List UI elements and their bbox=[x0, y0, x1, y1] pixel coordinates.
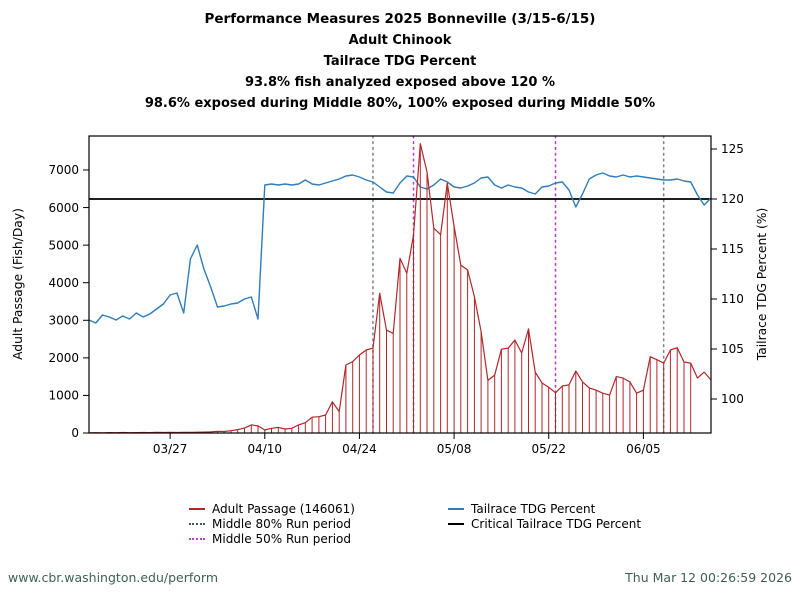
left-tick-label: 0 bbox=[71, 426, 79, 440]
legend-item-middle50: Middle 50% Run period bbox=[189, 531, 355, 546]
left-tick-label: 2000 bbox=[48, 351, 79, 365]
blue-line-swatch-icon bbox=[448, 507, 464, 510]
right-tick-label: 120 bbox=[721, 192, 744, 206]
left-tick-label: 3000 bbox=[48, 313, 79, 327]
x-tick-label: 04/10 bbox=[247, 442, 282, 456]
left-tick-label: 4000 bbox=[48, 276, 79, 290]
left-axis: 0 1000 2000 3000 4000 5000 6000 7000 bbox=[48, 163, 89, 440]
right-tick-label: 105 bbox=[721, 342, 744, 356]
legend-label: Adult Passage (146061) bbox=[212, 501, 355, 516]
tdg-percent-line bbox=[88, 172, 712, 324]
legend-item-adult-passage: Adult Passage (146061) bbox=[189, 501, 355, 516]
legend-label: Middle 80% Run period bbox=[212, 516, 351, 531]
footer-timestamp: Thu Mar 12 00:26:59 2026 bbox=[625, 570, 792, 585]
red-line-swatch-icon bbox=[189, 507, 205, 510]
left-tick-label: 5000 bbox=[48, 238, 79, 252]
dotted-line-swatch-icon bbox=[189, 522, 205, 525]
left-tick-label: 6000 bbox=[48, 201, 79, 215]
left-axis-title: Adult Passage (Fish/Day) bbox=[11, 208, 25, 360]
dotted-line-swatch-icon bbox=[189, 537, 205, 540]
left-tick-label: 7000 bbox=[48, 163, 79, 177]
x-axis: 03/27 04/10 04/24 05/08 05/22 06/05 bbox=[153, 433, 661, 456]
x-tick-label: 06/05 bbox=[626, 442, 661, 456]
footer-link[interactable]: www.cbr.washington.edu/perform bbox=[8, 570, 219, 585]
footer: www.cbr.washington.edu/perform Thu Mar 1… bbox=[0, 568, 800, 600]
legend-label: Critical Tailrace TDG Percent bbox=[471, 516, 642, 531]
x-tick-label: 05/22 bbox=[531, 442, 566, 456]
legend-item-middle80: Middle 80% Run period bbox=[189, 516, 355, 531]
chart-titles: Performance Measures 2025 Bonneville (3/… bbox=[0, 9, 800, 114]
chart-subtitle-measure: Tailrace TDG Percent bbox=[323, 54, 477, 69]
legend-label: Tailrace TDG Percent bbox=[471, 501, 596, 516]
chart-subtitle-exposure2: 98.6% exposed during Middle 80%, 100% ex… bbox=[144, 96, 656, 111]
legend-label: Middle 50% Run period bbox=[212, 531, 351, 546]
right-tick-label: 110 bbox=[721, 292, 744, 306]
chart-subtitle-species: Adult Chinook bbox=[348, 33, 452, 48]
left-tick-label: 1000 bbox=[48, 389, 79, 403]
legend-item-tdg: Tailrace TDG Percent bbox=[448, 501, 641, 516]
legend-column-2: Tailrace TDG Percent Critical Tailrace T… bbox=[448, 501, 641, 531]
legend-column-1: Adult Passage (146061) Middle 80% Run pe… bbox=[189, 501, 355, 546]
x-tick-label: 05/08 bbox=[437, 442, 472, 456]
x-tick-label: 04/24 bbox=[342, 442, 377, 456]
adult-passage-line bbox=[88, 143, 712, 434]
legend-item-critical-tdg: Critical Tailrace TDG Percent bbox=[448, 516, 641, 531]
right-tick-label: 115 bbox=[721, 242, 744, 256]
right-axis: 100 105 110 115 120 125 bbox=[711, 142, 744, 406]
adult-passage-series bbox=[88, 143, 712, 434]
black-line-swatch-icon bbox=[448, 522, 464, 525]
chart-subtitle-exposure: 93.8% fish analyzed exposed above 120 % bbox=[244, 75, 556, 90]
x-tick-label: 03/27 bbox=[153, 442, 188, 456]
right-axis-title: Tailrace TDG Percent (%) bbox=[755, 208, 769, 362]
right-tick-label: 100 bbox=[721, 392, 744, 406]
chart-title: Performance Measures 2025 Bonneville (3/… bbox=[204, 11, 596, 27]
plot-border bbox=[88, 135, 712, 434]
right-tick-label: 125 bbox=[721, 142, 744, 156]
